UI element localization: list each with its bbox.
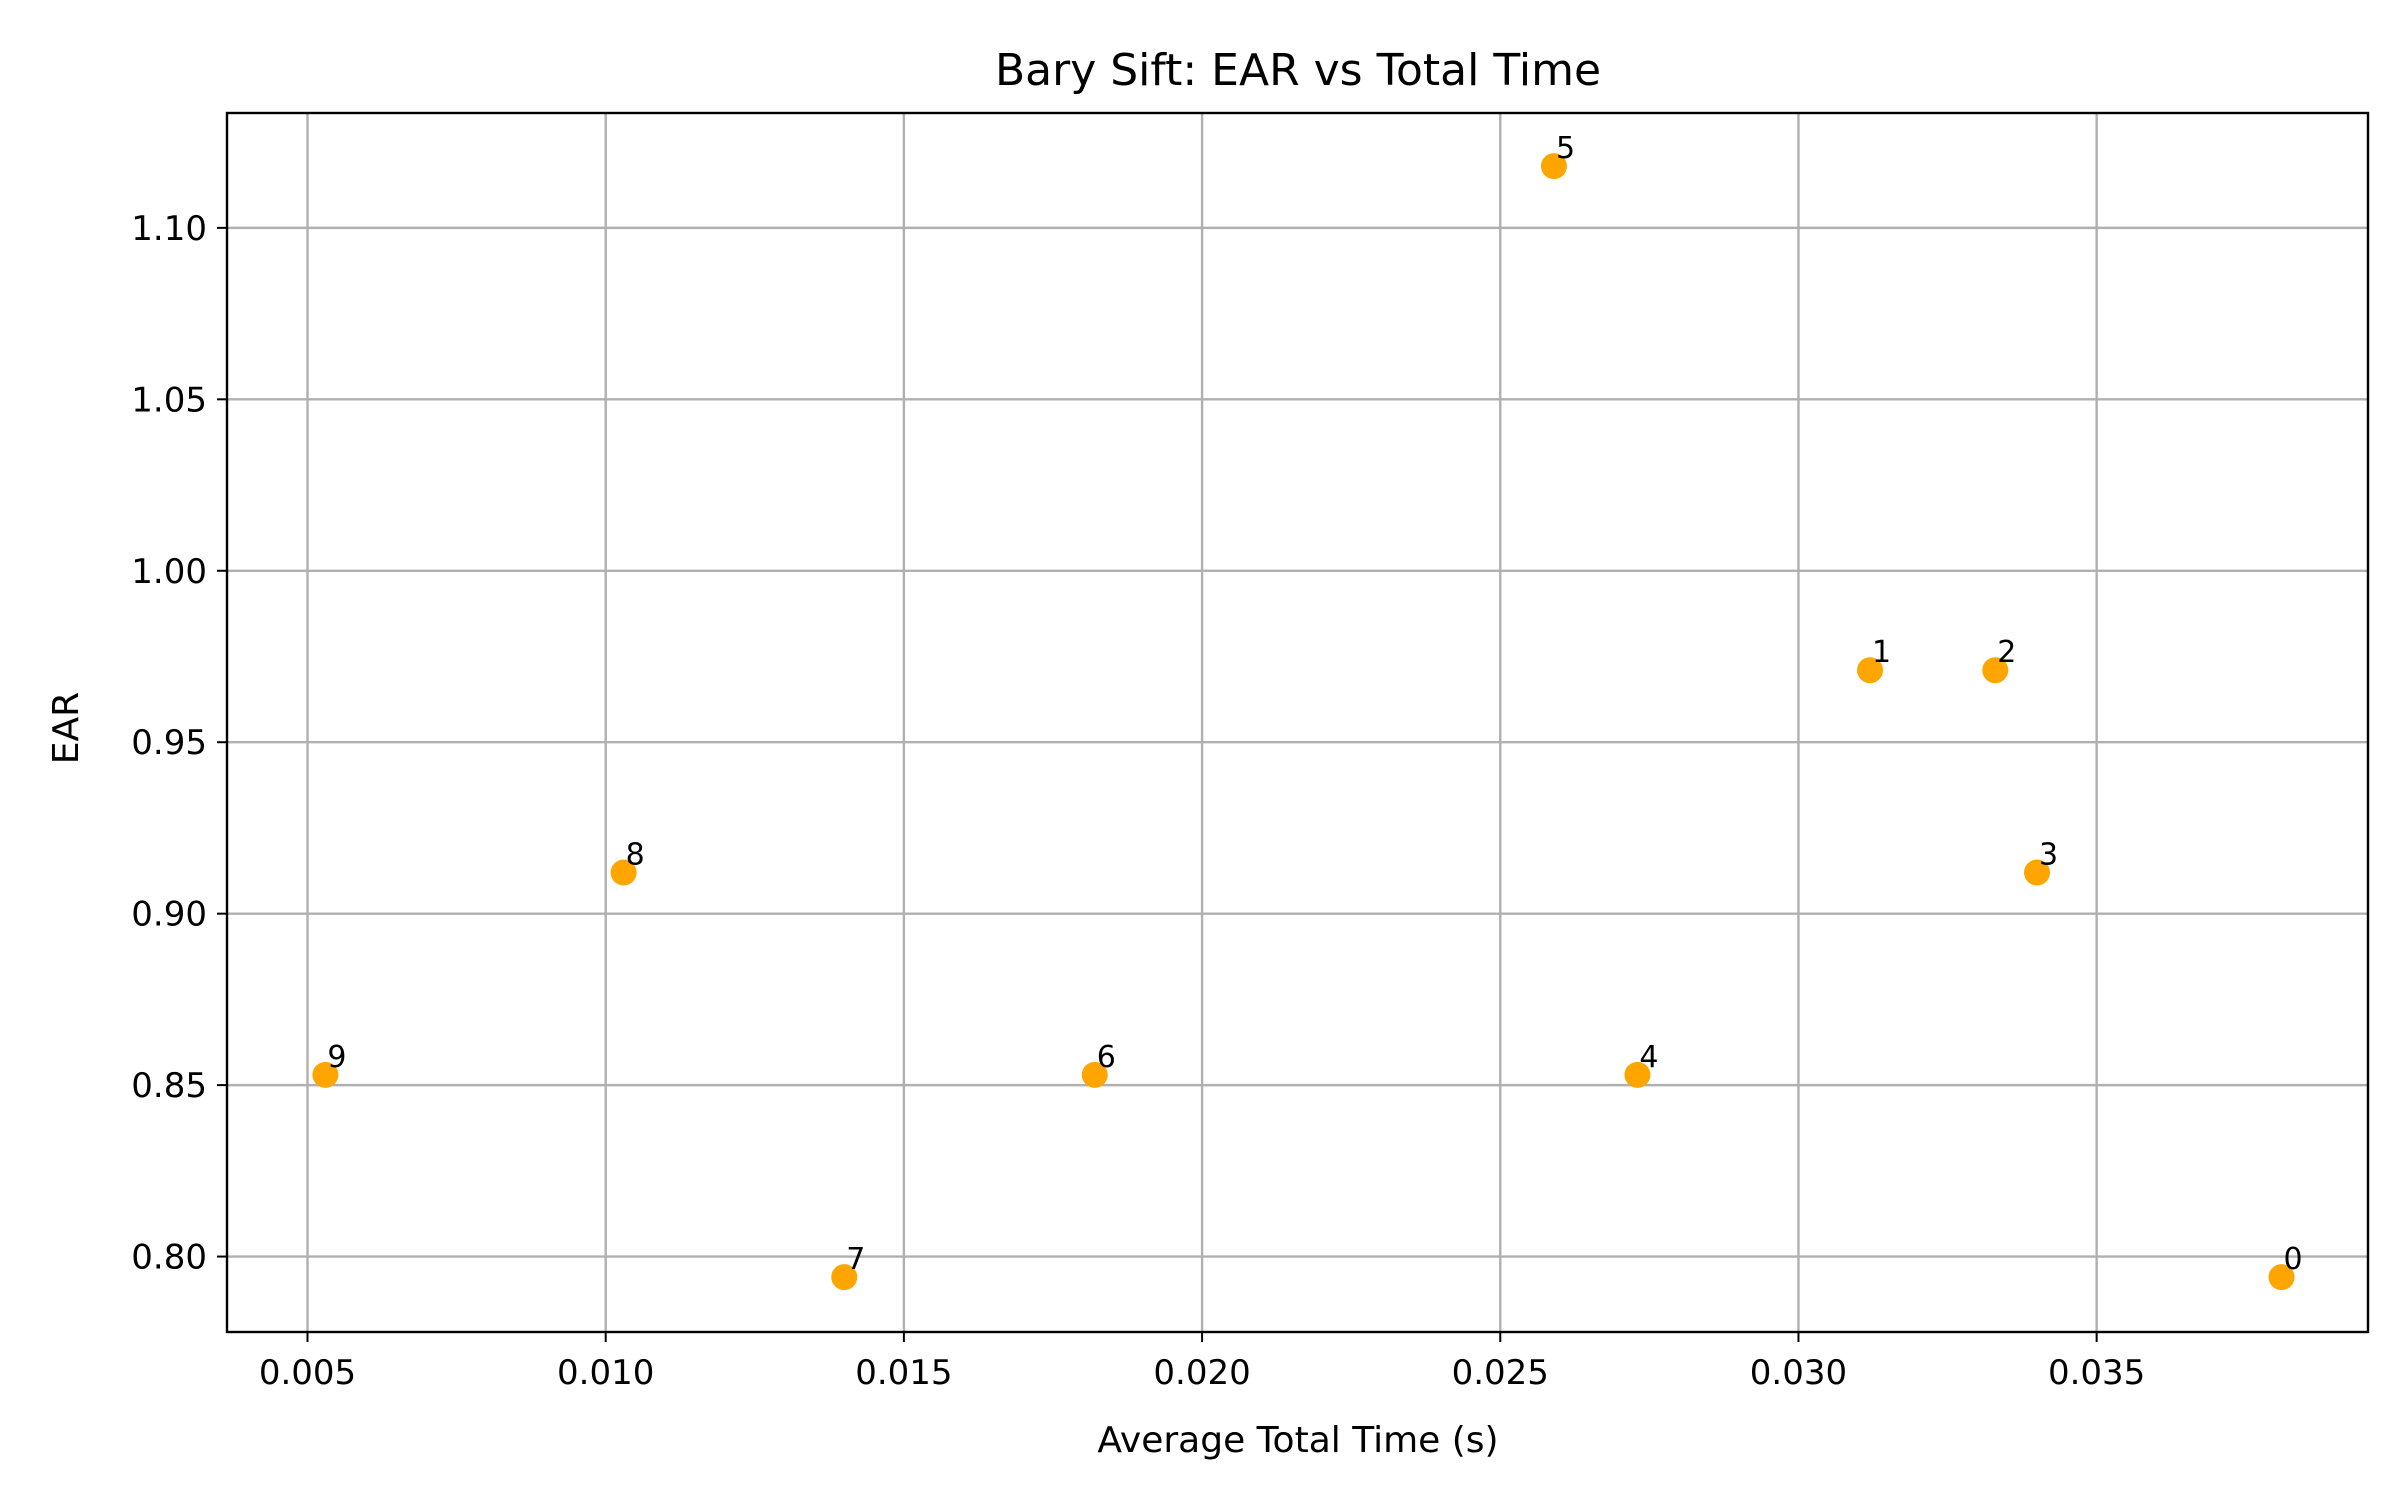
data-point-label: 1: [1872, 635, 1891, 670]
data-point-label: 8: [626, 838, 645, 873]
y-tick-label: 1.00: [131, 552, 207, 592]
point-layer: 0 1 2 3 4 5 6 7 8 9: [312, 131, 2303, 1291]
data-point: [1540, 153, 1567, 180]
data-point-label: 0: [2284, 1242, 2303, 1277]
x-tick-label: 0.005: [259, 1353, 356, 1393]
data-point-label: 6: [1097, 1040, 1116, 1075]
y-axis-label: EAR: [46, 692, 87, 764]
data-point: [831, 1264, 858, 1291]
chart-title: Bary Sift: EAR vs Total Time: [995, 45, 1601, 96]
grid-layer: [227, 113, 2368, 1332]
plot-frame: [225, 111, 2370, 1334]
x-tick-label: 0.020: [1153, 1353, 1250, 1393]
x-tick-label: 0.010: [557, 1353, 654, 1393]
x-tick-label: 0.030: [1750, 1353, 1847, 1393]
y-tick-label: 0.90: [131, 895, 207, 935]
data-point-label: 9: [327, 1040, 346, 1075]
data-point-label: 5: [1556, 131, 1575, 166]
data-point: [2024, 859, 2051, 886]
data-point: [1857, 657, 1884, 684]
y-tick-label: 0.80: [131, 1238, 207, 1278]
data-point: [2268, 1264, 2295, 1291]
tick-layer: 0.005 0.010 0.015 0.020 0.025 0.030 0.035 0.80 0…: [131, 209, 2145, 1393]
y-tick-label: 0.85: [131, 1066, 207, 1106]
x-tick-label: 0.015: [855, 1353, 952, 1393]
data-point: [312, 1061, 339, 1088]
data-point: [1624, 1061, 1651, 1088]
data-point: [610, 859, 637, 886]
data-point: [1982, 657, 2009, 684]
x-axis-label: Average Total Time (s): [1097, 1420, 1498, 1461]
data-point-label: 2: [1997, 635, 2016, 670]
y-tick-label: 0.95: [131, 723, 207, 763]
x-tick-label: 0.035: [2048, 1353, 2145, 1393]
data-point-label: 7: [846, 1242, 865, 1277]
x-tick-label: 0.025: [1452, 1353, 1549, 1393]
y-tick-label: 1.05: [131, 380, 207, 420]
data-point-label: 3: [2039, 838, 2058, 873]
y-tick-label: 1.10: [131, 209, 207, 249]
data-point-label: 4: [1639, 1040, 1658, 1075]
data-point: [1081, 1061, 1108, 1088]
